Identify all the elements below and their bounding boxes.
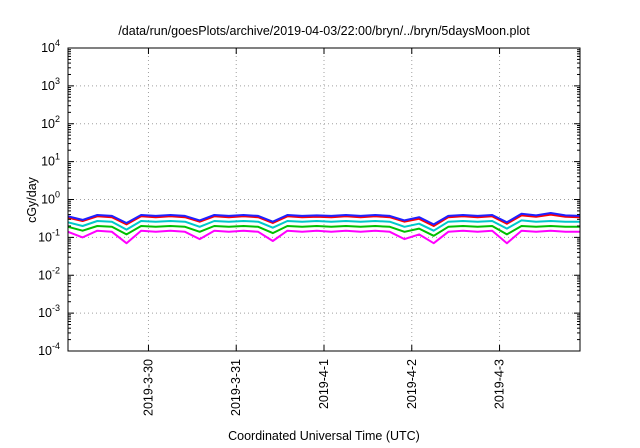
y-tick-label: 104 xyxy=(41,38,60,55)
x-axis-label: Coordinated Universal Time (UTC) xyxy=(228,429,420,443)
y-tick-label: 102 xyxy=(41,114,60,131)
x-tick-label: 2019-4-3 xyxy=(493,359,507,409)
series-line-1 xyxy=(67,229,580,245)
x-tick-label: 2019-3-30 xyxy=(141,359,155,416)
x-tick-label: 2019-4-2 xyxy=(405,359,419,409)
series-line-4 xyxy=(67,213,581,227)
y-axis-label: cGy/day xyxy=(25,176,39,223)
x-tick-label: 2019-4-1 xyxy=(317,359,331,409)
y-tick-label: 10-1 xyxy=(38,227,60,244)
y-tick-label: 101 xyxy=(41,152,60,169)
grid xyxy=(68,48,580,351)
y-tick-label: 100 xyxy=(41,190,60,207)
y-tick-label: 10-4 xyxy=(38,341,60,358)
series-line-2 xyxy=(67,225,580,237)
x-axis-ticks: 2019-3-30 2019-3-31 2019-4-1 2019-4-2 2019-4… xyxy=(141,48,507,416)
series-group xyxy=(67,212,581,245)
x-tick-label: 2019-3-31 xyxy=(229,359,243,416)
y-tick-label: 10-3 xyxy=(38,303,60,320)
y-axis-ticks: 104 103 102 101 100 10-1 10-2 10-3 10-4 xyxy=(38,38,580,358)
series-line-3 xyxy=(67,219,580,232)
y-tick-label: 10-2 xyxy=(38,265,60,282)
y-tick-label: 103 xyxy=(41,76,60,93)
chart-title: /data/run/goesPlots/archive/2019-04-03/2… xyxy=(118,24,530,38)
series-line-5 xyxy=(67,212,581,226)
